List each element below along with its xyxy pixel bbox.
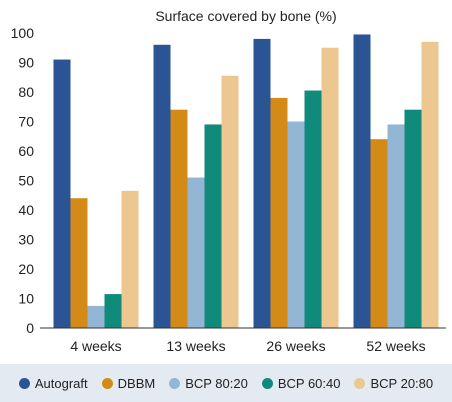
bar-bcp-80-20-2 [187,177,205,328]
legend-item: BCP 80:20 [169,376,248,391]
legend-swatch [261,377,273,389]
y-tick-label: 100 [11,25,35,41]
legend: Autograft DBBM BCP 80:20 BCP 60:40 BCP 20:80 [0,364,452,402]
bar-bcp-20-80-2 [221,75,239,329]
legend-item: BCP 60:40 [261,375,341,391]
legend-item: BCP 20:80 [354,376,433,391]
y-tick-label: 40 [18,202,34,218]
bar-bcp-80-20-4 [387,124,405,328]
legend-swatch [18,377,30,389]
x-tick-label: 4 weeks [70,338,121,354]
bar-bcp-60-40-4 [404,109,422,328]
bar-bcp-60-40-2 [204,124,222,328]
legend-label: BCP 60:40 [277,375,341,391]
bar-chart-plot: Surface covered by bone (%) 0 10 20 30 40 50 6… [0,0,452,364]
x-tick-label: 52 weeks [366,338,425,354]
bar-dbbm-1 [70,198,88,328]
bar-dbbm-2 [170,109,188,328]
bar-autograft-1 [53,59,71,329]
bar-bcp-80-20-1 [87,305,105,328]
legend-item: DBBM [101,375,156,391]
bar-autograft-2 [153,44,171,329]
bar-bcp-60-40-1 [104,294,122,328]
legend-label: DBBM [117,375,156,391]
bar-autograft-3 [253,38,271,329]
y-tick-label: 90 [18,55,34,71]
x-tick-label: 26 weeks [266,338,325,354]
legend-item: Autograft [18,375,88,391]
y-tick-label: 60 [18,143,34,159]
bar-dbbm-3 [270,97,288,329]
bar-bcp-20-80-1 [121,190,139,328]
bar-bcp-60-40-3 [304,90,322,329]
legend-label: Autograft [34,375,88,391]
chart-title: Surface covered by bone (%) [155,8,336,24]
legend-swatch [101,377,113,389]
legend-swatch [354,377,366,389]
y-tick-label: 0 [26,320,34,336]
bar-bcp-80-20-3 [287,121,305,328]
x-tick-label: 13 weeks [166,338,225,354]
bar-dbbm-4 [370,139,388,328]
y-tick-label: 70 [18,114,34,130]
y-tick-label: 10 [18,291,34,307]
legend-swatch [169,377,181,389]
bar-bcp-20-80-3 [321,47,339,328]
y-tick-label: 80 [18,84,34,100]
y-tick-label: 30 [18,232,34,248]
y-tick-label: 50 [18,173,34,189]
bar-bcp-20-80-4 [421,41,439,328]
y-tick-label: 20 [18,261,34,277]
bar-autograft-4 [353,34,371,328]
legend-label: BCP 80:20 [185,375,248,391]
legend-label: BCP 20:80 [370,375,434,391]
